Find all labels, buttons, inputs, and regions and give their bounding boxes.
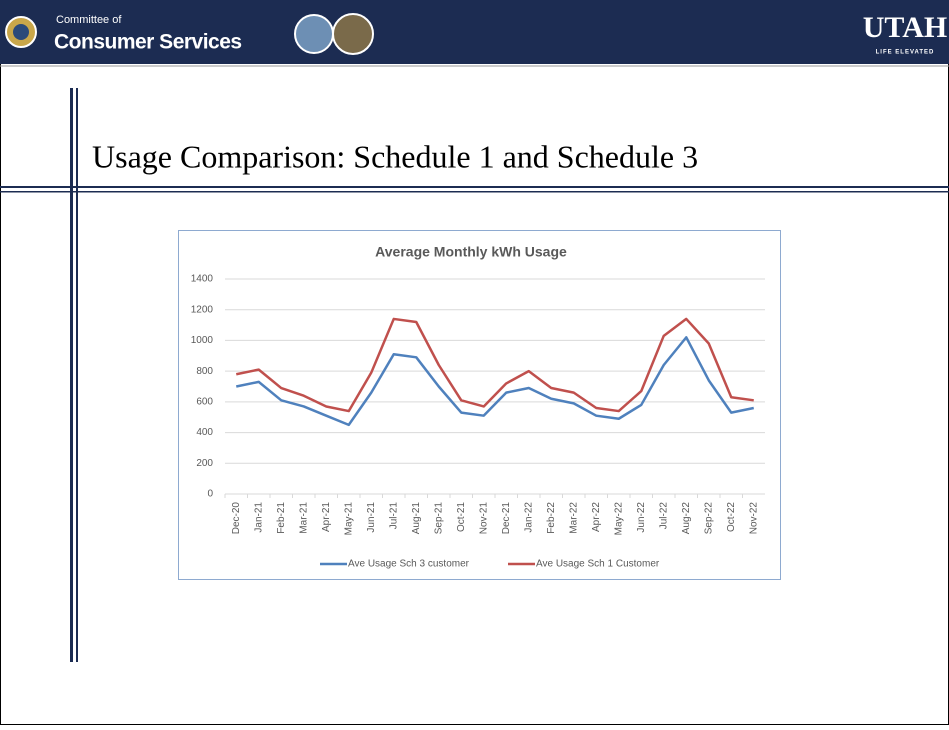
chart-title: Average Monthly kWh Usage bbox=[375, 244, 567, 260]
x-tick-label: Oct-21 bbox=[456, 502, 467, 532]
x-tick-label: Aug-21 bbox=[411, 502, 422, 535]
x-tick-label: Jan-21 bbox=[253, 502, 264, 533]
x-tick-label: Jun-22 bbox=[636, 502, 647, 533]
x-tick-label: Dec-20 bbox=[231, 502, 242, 535]
legend-label: Ave Usage Sch 1 Customer bbox=[536, 559, 660, 570]
y-tick-label: 800 bbox=[196, 366, 213, 377]
vertical-rule bbox=[70, 88, 73, 662]
page: Committee of Consumer Services UTAH LIFE… bbox=[0, 0, 949, 730]
horizontal-rule bbox=[0, 191, 949, 193]
y-tick-label: 1400 bbox=[191, 274, 214, 285]
x-tick-label: Apr-22 bbox=[591, 502, 602, 532]
slide-title: Usage Comparison: Schedule 1 and Schedul… bbox=[92, 138, 698, 174]
x-tick-label: Feb-22 bbox=[546, 502, 557, 534]
vertical-rule bbox=[76, 88, 78, 662]
x-tick-label: Jul-22 bbox=[658, 502, 669, 530]
y-tick-label: 600 bbox=[196, 396, 213, 407]
x-tick-label: May-21 bbox=[343, 502, 354, 536]
legend-label: Ave Usage Sch 3 customer bbox=[348, 559, 470, 570]
x-tick-label: Sep-22 bbox=[703, 502, 714, 535]
y-tick-label: 200 bbox=[196, 458, 213, 469]
brand: UTAH bbox=[863, 11, 947, 44]
x-tick-label: Apr-21 bbox=[321, 502, 332, 532]
slide: Committee of Consumer Services UTAH LIFE… bbox=[0, 0, 949, 725]
x-tick-label: Nov-21 bbox=[478, 502, 489, 535]
photo-icon bbox=[333, 14, 373, 54]
x-tick-label: Mar-22 bbox=[568, 502, 579, 534]
x-tick-label: Mar-21 bbox=[298, 502, 309, 534]
y-tick-label: 1000 bbox=[191, 335, 214, 346]
seal-center bbox=[13, 24, 29, 40]
org-small: Committee of bbox=[56, 14, 122, 26]
x-tick-label: Jul-21 bbox=[388, 502, 399, 530]
x-tick-label: Oct-22 bbox=[726, 502, 737, 532]
photo-icon bbox=[295, 15, 333, 53]
y-tick-label: 400 bbox=[196, 427, 213, 438]
y-tick-label: 0 bbox=[207, 489, 213, 500]
x-tick-label: Aug-22 bbox=[681, 502, 692, 535]
horizontal-rule bbox=[0, 186, 949, 188]
tagline: LIFE ELEVATED bbox=[876, 50, 935, 56]
y-tick-label: 1200 bbox=[191, 304, 214, 315]
x-tick-label: Dec-21 bbox=[501, 502, 512, 535]
org-name: Consumer Services bbox=[54, 31, 242, 54]
x-tick-label: Jan-22 bbox=[523, 502, 534, 533]
x-tick-label: Jun-21 bbox=[366, 502, 377, 533]
x-tick-label: May-22 bbox=[613, 502, 624, 536]
x-tick-label: Nov-22 bbox=[748, 502, 759, 535]
x-tick-label: Sep-21 bbox=[433, 502, 444, 535]
x-tick-label: Feb-21 bbox=[276, 502, 287, 534]
